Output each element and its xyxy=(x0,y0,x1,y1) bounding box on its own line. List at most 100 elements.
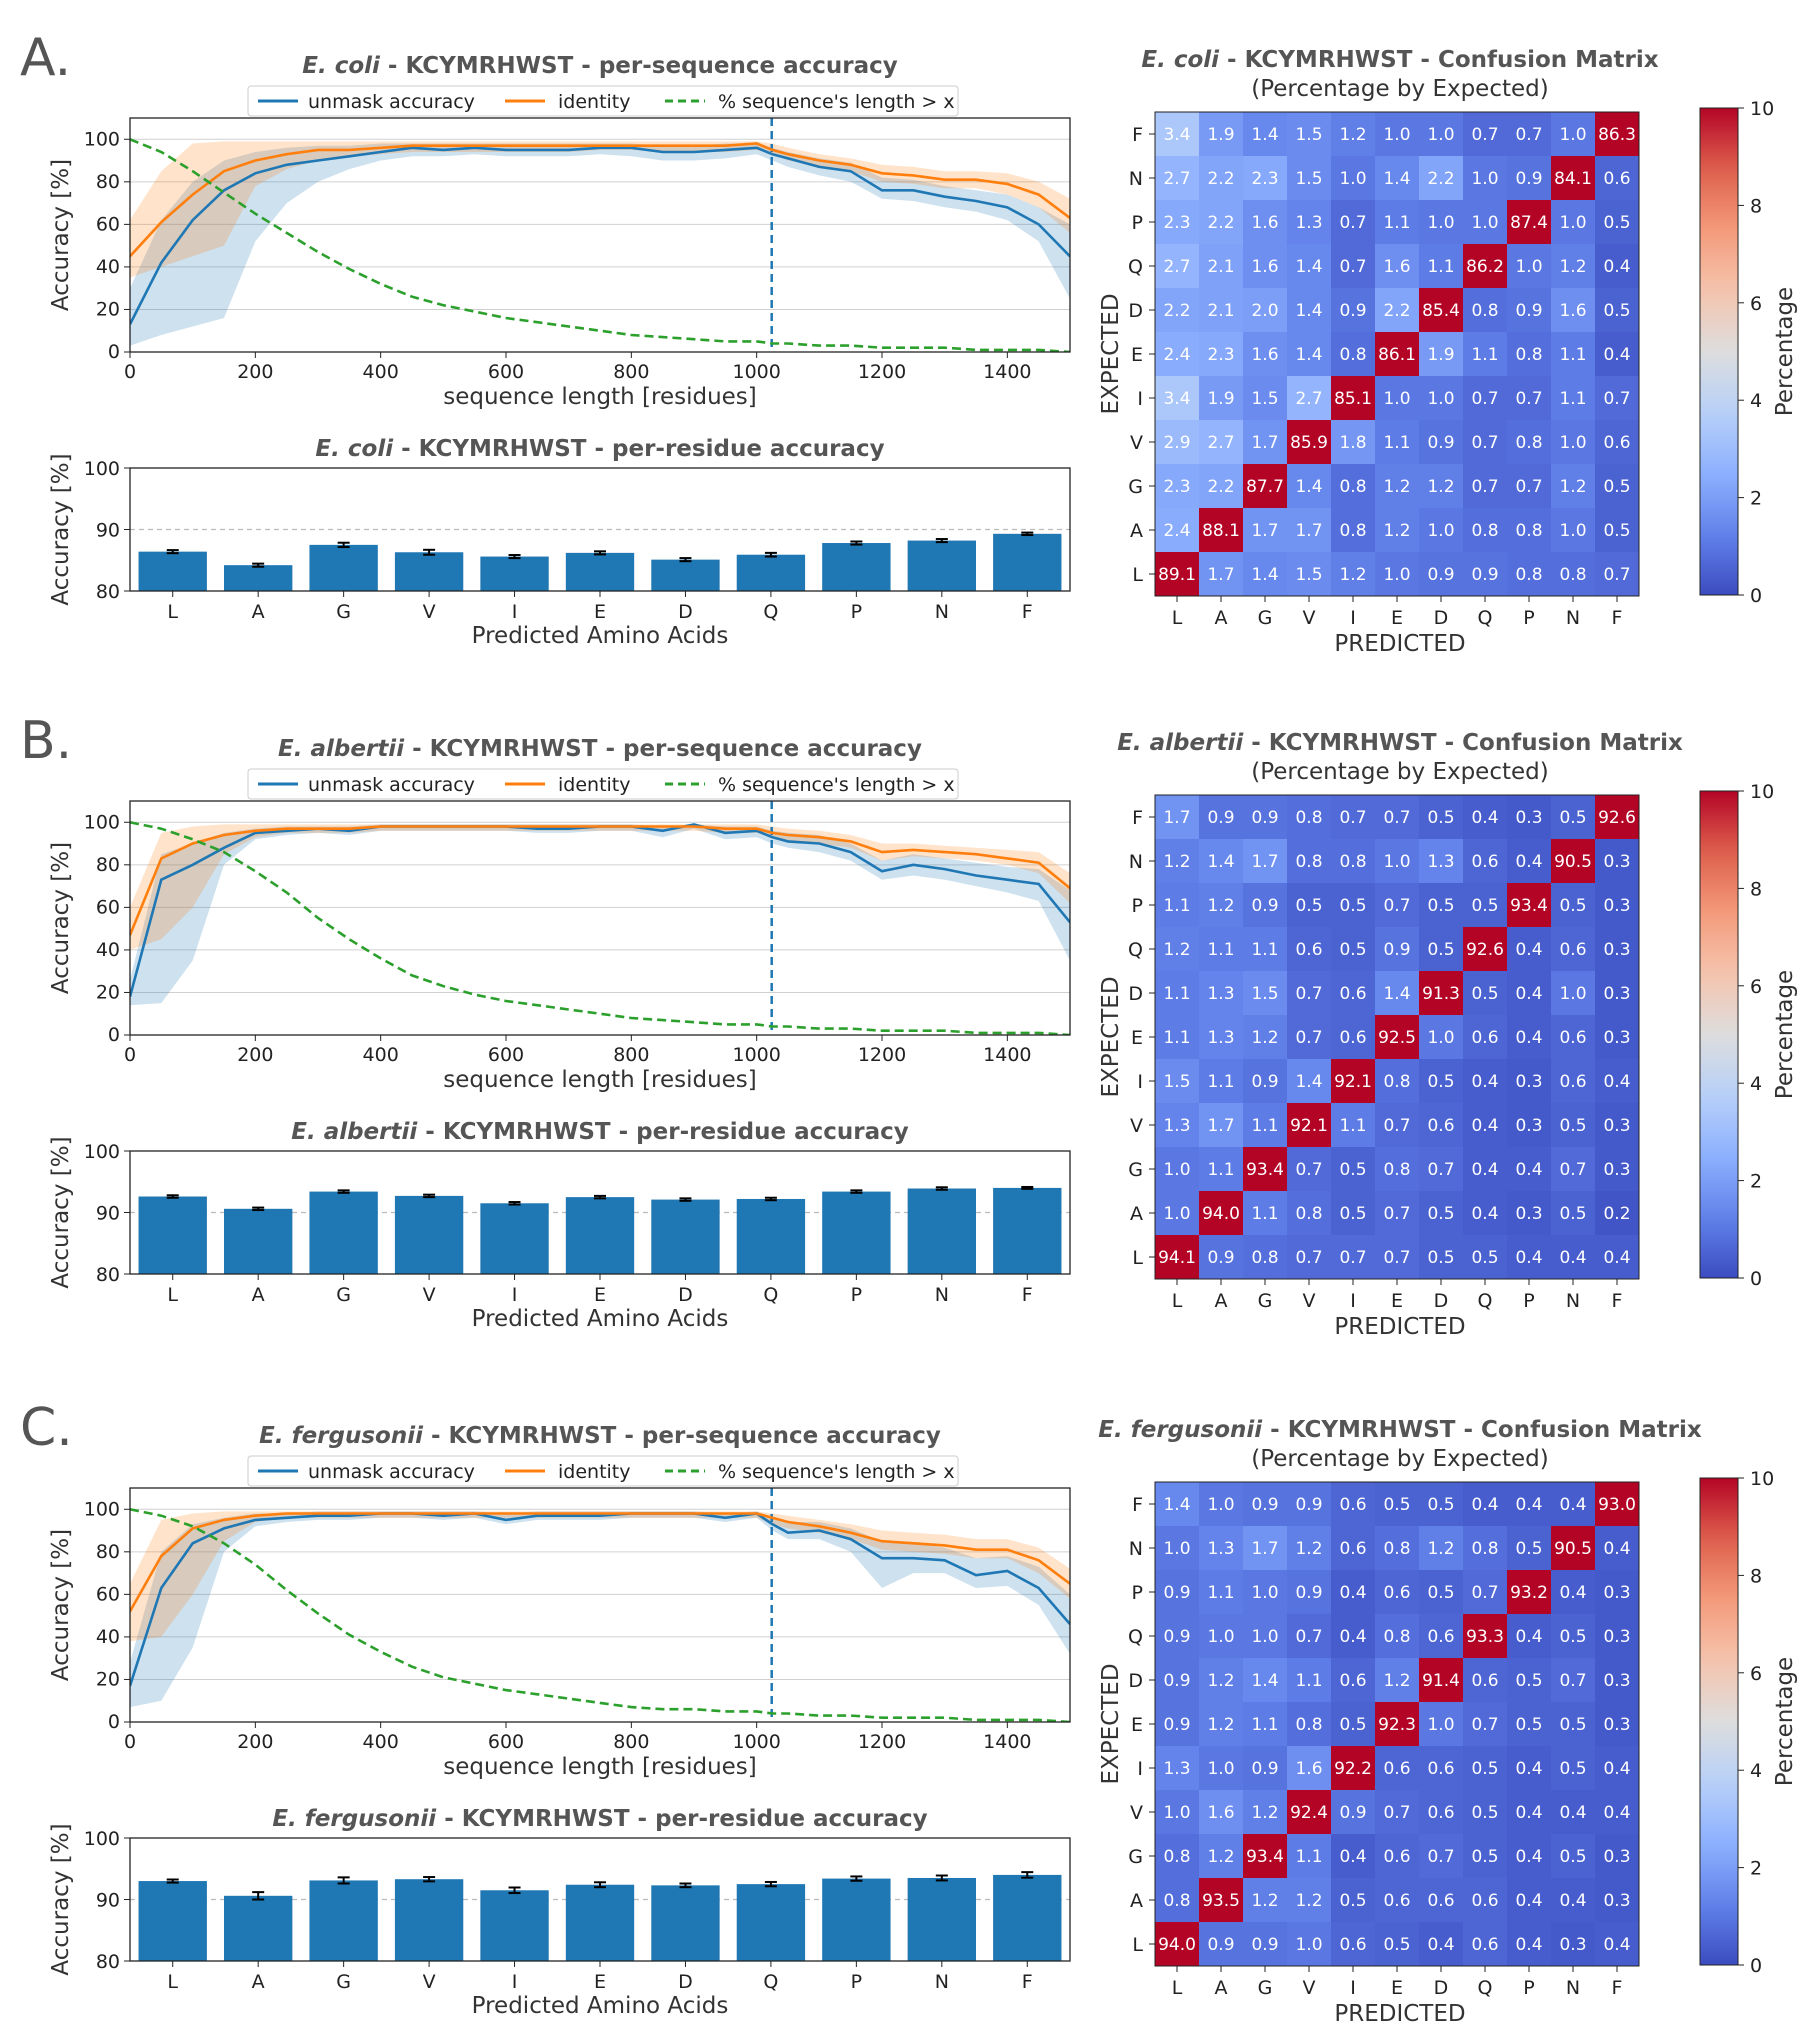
cm-cell xyxy=(1375,1482,1419,1526)
cm-col-label: Q xyxy=(1478,1290,1493,1312)
cm-cell xyxy=(1419,1570,1463,1614)
seq-xtick-label: 600 xyxy=(488,1044,524,1066)
cm-cell xyxy=(1595,1878,1639,1922)
bar-xtick-label: V xyxy=(423,1971,436,1993)
cm-cell xyxy=(1375,200,1419,244)
cm-cell xyxy=(1243,927,1287,971)
cm-cell xyxy=(1507,839,1551,883)
cm-cell xyxy=(1199,1147,1243,1191)
cm-cell xyxy=(1419,971,1463,1015)
cm-cell-value: 0.7 xyxy=(1471,389,1498,409)
bar-xlabel: Predicted Amino Acids xyxy=(472,623,729,649)
cm-cell xyxy=(1287,1482,1331,1526)
bar-xtick-label: G xyxy=(336,1971,351,1993)
cm-cell xyxy=(1551,971,1595,1015)
cm-cell xyxy=(1595,1191,1639,1235)
cm-cell-value: 1.7 xyxy=(1251,852,1278,872)
cm-cell-value: 0.6 xyxy=(1559,940,1586,960)
cm-cell xyxy=(1199,883,1243,927)
cm-cell xyxy=(1243,552,1287,596)
cm-cell-value: 0.6 xyxy=(1559,1072,1586,1092)
seq-xtick-label: 0 xyxy=(124,1731,136,1753)
cm-cell xyxy=(1595,1702,1639,1746)
cm-cell xyxy=(1243,1235,1287,1279)
cm-cell-value: 1.6 xyxy=(1295,1759,1322,1779)
title-rest: - KCYMRHWST - per-sequence accuracy xyxy=(380,53,898,79)
cm-cell-value: 2.7 xyxy=(1163,169,1190,189)
seq-ytick-label: 0 xyxy=(108,1711,120,1733)
cm-cell-value: 0.8 xyxy=(1515,521,1542,541)
bar-xtick-label: P xyxy=(851,1284,862,1306)
seq-title: E. albertii - KCYMRHWST - per-sequence a… xyxy=(278,736,922,762)
cm-cell-value: 0.7 xyxy=(1471,1583,1498,1603)
cm-cell xyxy=(1419,552,1463,596)
cm-cell-value: 1.1 xyxy=(1251,1715,1278,1735)
cm-row-label: I xyxy=(1137,1758,1143,1780)
cm-cell xyxy=(1419,1103,1463,1147)
cm-cell xyxy=(1331,839,1375,883)
cm-cell xyxy=(1507,927,1551,971)
cm-ylabel: EXPECTED xyxy=(1098,1663,1124,1784)
panel-2: C. E. fergusonii - KCYMRHWST - per-sequen… xyxy=(20,1398,1798,2027)
cm-cell xyxy=(1419,332,1463,376)
cm-cell xyxy=(1463,244,1507,288)
cm-cell xyxy=(1507,376,1551,420)
cm-cell-value: 0.3 xyxy=(1603,984,1630,1004)
cm-row-label: P xyxy=(1132,1582,1143,1604)
cm-cell xyxy=(1199,1191,1243,1235)
title-rest: - KCYMRHWST - Confusion Matrix xyxy=(1219,47,1659,73)
cm-cell xyxy=(1331,1147,1375,1191)
cm-cell xyxy=(1551,1103,1595,1147)
cm-cell-value: 93.3 xyxy=(1466,1627,1504,1647)
cm-cell xyxy=(1375,508,1419,552)
cm-cell xyxy=(1331,1059,1375,1103)
cm-col-label: V xyxy=(1303,1290,1316,1312)
cm-cell-value: 1.6 xyxy=(1251,257,1278,277)
cm-cell-value: 1.0 xyxy=(1207,1759,1234,1779)
seq-plot-area xyxy=(130,118,1070,352)
cm-cell xyxy=(1155,1235,1199,1279)
seq-ytick-label: 40 xyxy=(96,256,120,278)
cm-cell-value: 0.9 xyxy=(1251,808,1278,828)
cm-cell xyxy=(1243,971,1287,1015)
cm-cell-value: 1.2 xyxy=(1427,1539,1454,1559)
title-organism: E. albertii xyxy=(1117,730,1244,756)
band-identity xyxy=(130,1511,1070,1642)
cm-cell-value: 0.8 xyxy=(1383,1072,1410,1092)
cm-cell xyxy=(1551,883,1595,927)
bar-xtick-label: V xyxy=(423,601,436,623)
cm-cell xyxy=(1155,420,1199,464)
cm-cell xyxy=(1595,552,1639,596)
cm-cell xyxy=(1199,795,1243,839)
cm-cell-value: 0.4 xyxy=(1471,1072,1498,1092)
cm-cell-value: 93.4 xyxy=(1510,896,1548,916)
cm-cell-value: 1.2 xyxy=(1383,1671,1410,1691)
cm-cell-value: 1.2 xyxy=(1295,1891,1322,1911)
cm-cell xyxy=(1507,1103,1551,1147)
cm-cell xyxy=(1199,1482,1243,1526)
title-rest: - KCYMRHWST - per-sequence accuracy xyxy=(423,1423,941,1449)
cm-cell xyxy=(1287,1878,1331,1922)
cm-cell-value: 0.4 xyxy=(1471,1116,1498,1136)
cm-cell xyxy=(1155,1878,1199,1922)
cm-cell xyxy=(1551,1658,1595,1702)
cm-row-label: E xyxy=(1131,1714,1143,1736)
cm-cell xyxy=(1331,1526,1375,1570)
cm-cell xyxy=(1243,883,1287,927)
bar-title: E. fergusonii - KCYMRHWST - per-residue … xyxy=(272,1806,927,1832)
cm-cell-value: 0.8 xyxy=(1295,1715,1322,1735)
seq-xlabel: sequence length [residues] xyxy=(443,1754,757,1780)
cm-cell-value: 94.0 xyxy=(1158,1935,1196,1955)
cm-cell-value: 0.6 xyxy=(1427,1891,1454,1911)
cm-cell xyxy=(1287,1614,1331,1658)
cm-cell-value: 0.9 xyxy=(1427,433,1454,453)
cm-cell xyxy=(1595,112,1639,156)
cm-cell-value: 1.0 xyxy=(1207,1495,1234,1515)
cm-cell-value: 0.4 xyxy=(1427,1935,1454,1955)
bar-G xyxy=(309,1191,378,1274)
cm-cell xyxy=(1463,332,1507,376)
cm-cell-value: 1.2 xyxy=(1163,852,1190,872)
cm-cell xyxy=(1243,1614,1287,1658)
cm-cell xyxy=(1331,1015,1375,1059)
cm-cell-value: 1.3 xyxy=(1295,213,1322,233)
